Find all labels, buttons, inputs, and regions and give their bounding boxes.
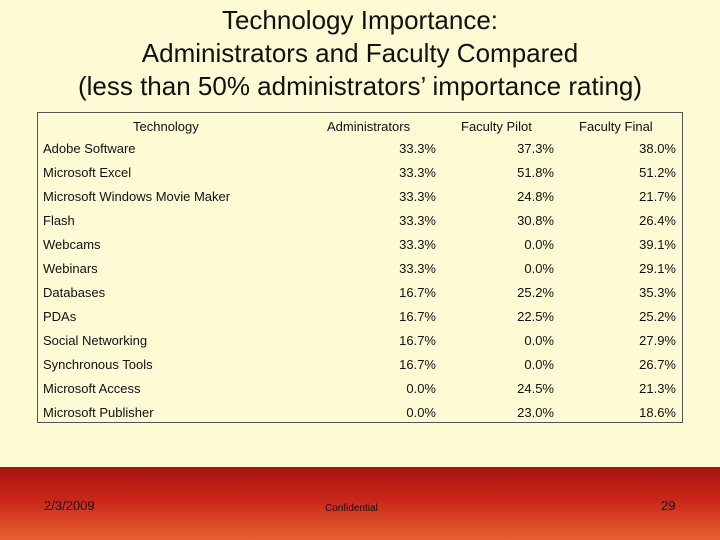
cell-faculty-final: 27.9% (639, 333, 676, 348)
table-row: Microsoft Windows Movie Maker 33.3% 24.8% 2… (38, 185, 682, 209)
table-row: PDAs 16.7% 22.5% 25.2% (38, 305, 682, 329)
cell-faculty-final: 38.0% (639, 141, 676, 156)
cell-faculty-pilot: 0.0% (524, 237, 554, 252)
cell-administrators: 0.0% (406, 405, 436, 420)
cell-faculty-final: 51.2% (639, 165, 676, 180)
cell-administrators: 33.3% (399, 189, 436, 204)
cell-faculty-final: 26.7% (639, 357, 676, 372)
cell-technology: Microsoft Access (43, 381, 141, 396)
cell-technology: Adobe Software (43, 141, 136, 156)
table-row: Adobe Software 33.3% 37.3% 38.0% (38, 137, 682, 161)
cell-technology: Flash (43, 213, 75, 228)
cell-technology: Webinars (43, 261, 98, 276)
cell-technology: Webcams (43, 237, 101, 252)
cell-faculty-final: 35.3% (639, 285, 676, 300)
cell-administrators: 0.0% (406, 381, 436, 396)
footer-confidential: Confidential (325, 503, 378, 514)
cell-administrators: 33.3% (399, 213, 436, 228)
slide-title: Technology Importance: Administrators an… (0, 4, 720, 103)
cell-administrators: 16.7% (399, 309, 436, 324)
cell-technology: Synchronous Tools (43, 357, 153, 372)
cell-faculty-pilot: 24.8% (517, 189, 554, 204)
table-row: Social Networking 16.7% 0.0% 27.9% (38, 329, 682, 353)
header-faculty-pilot: Faculty Pilot (461, 119, 532, 134)
cell-faculty-pilot: 25.2% (517, 285, 554, 300)
table-row: Webcams 33.3% 0.0% 39.1% (38, 233, 682, 257)
table-row: Databases 16.7% 25.2% 35.3% (38, 281, 682, 305)
cell-faculty-pilot: 24.5% (517, 381, 554, 396)
cell-faculty-pilot: 0.0% (524, 357, 554, 372)
cell-administrators: 33.3% (399, 165, 436, 180)
cell-faculty-final: 29.1% (639, 261, 676, 276)
table-row: Microsoft Publisher 0.0% 23.0% 18.6% (38, 401, 682, 425)
cell-faculty-pilot: 37.3% (517, 141, 554, 156)
footer-band: 2/3/2009 Confidential 29 (0, 467, 720, 540)
cell-technology: Microsoft Windows Movie Maker (43, 189, 231, 204)
title-line-2: Administrators and Faculty Compared (141, 38, 579, 68)
cell-administrators: 16.7% (399, 285, 436, 300)
table-row: Flash 33.3% 30.8% 26.4% (38, 209, 682, 233)
cell-faculty-pilot: 51.8% (517, 165, 554, 180)
technology-table: Technology Administrators Faculty Pilot … (37, 112, 683, 423)
cell-faculty-pilot: 0.0% (524, 261, 554, 276)
header-administrators: Administrators (327, 119, 411, 134)
footer-date: 2/3/2009 (44, 498, 95, 513)
cell-administrators: 33.3% (399, 141, 436, 156)
cell-faculty-pilot: 22.5% (517, 309, 554, 324)
table-row: Microsoft Access 0.0% 24.5% 21.3% (38, 377, 682, 401)
cell-faculty-final: 25.2% (639, 309, 676, 324)
header-technology: Technology (133, 119, 199, 134)
cell-technology: Microsoft Publisher (43, 405, 154, 420)
cell-faculty-final: 21.3% (639, 381, 676, 396)
cell-technology: PDAs (43, 309, 77, 324)
cell-faculty-pilot: 23.0% (517, 405, 554, 420)
cell-administrators: 33.3% (399, 237, 436, 252)
header-faculty-final: Faculty Final (579, 119, 653, 134)
cell-faculty-pilot: 30.8% (517, 213, 554, 228)
cell-administrators: 16.7% (399, 357, 436, 372)
table-row: Webinars 33.3% 0.0% 29.1% (38, 257, 682, 281)
cell-faculty-final: 26.4% (639, 213, 676, 228)
cell-faculty-pilot: 0.0% (524, 333, 554, 348)
title-line-3: (less than 50% administrators’ importanc… (77, 71, 643, 101)
cell-technology: Databases (43, 285, 106, 300)
cell-technology: Microsoft Excel (43, 165, 132, 180)
title-line-1: Technology Importance: (221, 5, 499, 35)
cell-faculty-final: 18.6% (639, 405, 676, 420)
page-number: 29 (661, 498, 676, 513)
cell-technology: Social Networking (43, 333, 148, 348)
cell-faculty-final: 39.1% (639, 237, 676, 252)
cell-administrators: 16.7% (399, 333, 436, 348)
table-row: Microsoft Excel 33.3% 51.8% 51.2% (38, 161, 682, 185)
cell-faculty-final: 21.7% (639, 189, 676, 204)
cell-administrators: 33.3% (399, 261, 436, 276)
table-row: Synchronous Tools 16.7% 0.0% 26.7% (38, 353, 682, 377)
